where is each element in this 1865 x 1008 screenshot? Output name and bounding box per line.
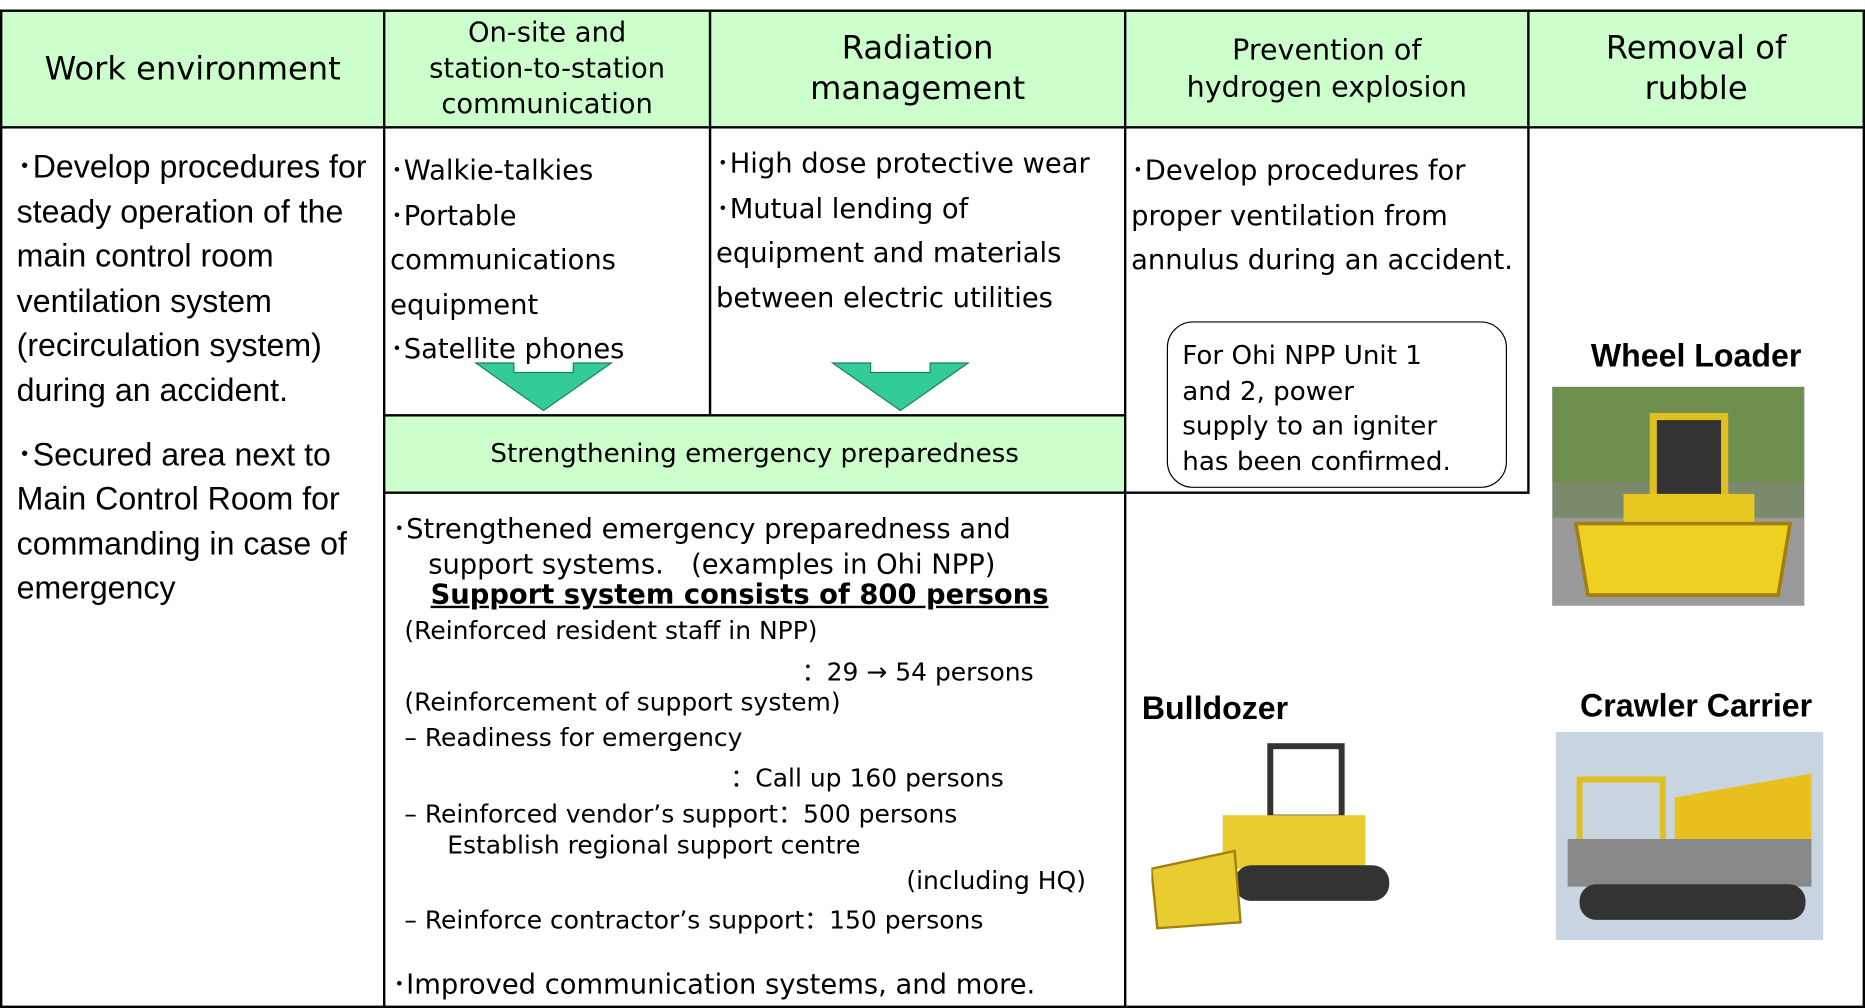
emergency-line: (Reinforcement of support system) — [404, 688, 840, 717]
down-arrow — [476, 363, 612, 411]
work-item: ･Develop procedures for steady operation… — [17, 145, 374, 413]
arrows — [383, 357, 1124, 417]
header-cell: Prevention of hydrogen explosion — [1124, 10, 1530, 129]
machine-label: Crawler Carrier — [1527, 688, 1865, 725]
emergency-line: ：Call up 160 persons — [730, 759, 1003, 795]
emergency-line: ：29 → 54 persons — [802, 653, 1034, 689]
slide: Work environment On-site and station-to-… — [0, 0, 1865, 1008]
header-cell: Work environment — [0, 10, 385, 129]
emergency-line: (Reinforced resident staff in NPP) — [404, 616, 817, 645]
radiation-item: ･Mutual lending of equipment and materia… — [716, 187, 1120, 321]
emergency-line: – Reinforced vendor’s support：500 person… — [404, 795, 957, 831]
hydrogen-text: ･Develop procedures for proper ventilati… — [1131, 150, 1524, 284]
emergency-line: support systems. (examples in Ohi NPP) — [428, 541, 995, 581]
emergency-line: ･Strengthened emergency preparedness and — [393, 506, 1011, 546]
communication-list: ･Walkie-talkies ･Portable communications… — [390, 150, 687, 373]
crawler-carrier-image — [1556, 732, 1824, 940]
machine-label: Wheel Loader — [1527, 338, 1865, 375]
emergency-line: – Reinforce contractor’s support：150 per… — [404, 901, 983, 937]
header-cell: Removal of rubble — [1527, 10, 1865, 129]
machine-label: Bulldozer — [1142, 690, 1380, 727]
emergency-cell: ･Strengthened emergency preparedness and… — [383, 492, 1126, 1008]
emergency-line: (including HQ) — [906, 866, 1086, 895]
radiation-item: ･High dose protective wear — [716, 143, 1120, 188]
header-cell: On-site and station-to-station communica… — [383, 10, 711, 129]
work-cell: ･Develop procedures for steady operation… — [0, 126, 385, 1008]
header-cell: Radiation management — [709, 10, 1126, 129]
communication-item: ･Portable communications equipment — [390, 195, 687, 329]
radiation-list: ･High dose protective wear ･Mutual lendi… — [716, 143, 1120, 322]
hydrogen-note: For Ohi NPP Unit 1 and 2, power supply t… — [1167, 321, 1507, 488]
emergency-title: Strengthening emergency preparedness — [383, 414, 1126, 494]
work-item: ･Secured area next to Main Control Room … — [17, 433, 374, 612]
down-arrow — [833, 363, 969, 411]
communication-item: ･Walkie-talkies — [390, 150, 687, 195]
emergency-line: ･Improved communication systems, and mor… — [393, 962, 1036, 1002]
wheel-loader-image — [1552, 387, 1804, 606]
emergency-line: Establish regional support centre — [447, 831, 860, 860]
emergency-line: – Readiness for emergency — [404, 724, 742, 753]
page: {"header":{"columns":["Work environment"… — [0, 0, 1865, 1008]
bulldozer-image — [1151, 732, 1403, 940]
work-list: ･Develop procedures for steady operation… — [17, 145, 374, 611]
hydrogen-cell: ･Develop procedures for proper ventilati… — [1124, 126, 1530, 494]
emergency-line: Support system consists of 800 persons — [431, 580, 1049, 611]
